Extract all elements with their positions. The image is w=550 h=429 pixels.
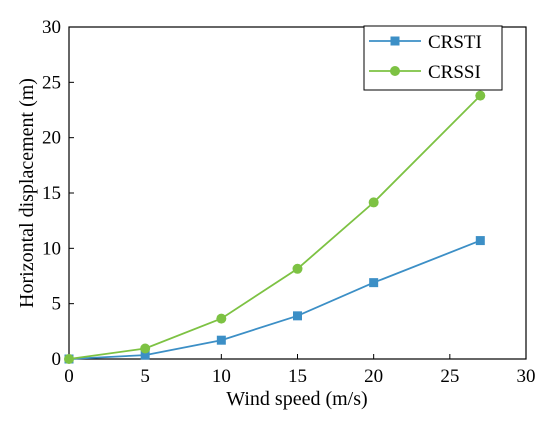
y-tick-label: 20 (42, 128, 61, 149)
y-axis-label: Horizontal displacement (m) (16, 78, 38, 308)
series-layer (64, 90, 486, 364)
y-tick-label: 15 (42, 183, 61, 204)
data-point-crssi (292, 263, 303, 274)
x-axis-ticks: 0 5 10 15 20 25 30 (64, 354, 536, 387)
y-axis-ticks: 0 5 10 15 20 25 30 (42, 17, 74, 370)
x-tick-label: 25 (440, 366, 459, 387)
data-point-crssi (216, 313, 227, 324)
x-tick-label: 20 (364, 366, 383, 387)
legend: CRSTI CRSSI (363, 25, 503, 91)
data-point-crssi (368, 197, 379, 208)
y-tick-label: 5 (52, 294, 62, 315)
y-tick-label: 25 (42, 72, 61, 93)
x-tick-label: 15 (288, 366, 307, 387)
series-line-crsti (68, 239, 481, 360)
legend-label-crsti: CRSTI (428, 32, 482, 53)
series-crssi (64, 90, 486, 364)
data-point-crssi (64, 354, 74, 364)
legend-label-crssi: CRSSI (428, 62, 481, 83)
x-tick-label: 5 (140, 366, 150, 387)
y-tick-label: 10 (42, 238, 61, 259)
series-line-crssi (68, 94, 481, 360)
data-point-crsti (140, 350, 150, 360)
x-tick-label: 30 (517, 366, 536, 387)
data-point-crsti (216, 335, 226, 345)
x-axis-label: Wind speed (m/s) (226, 388, 367, 410)
series-crsti (64, 236, 485, 364)
legend-marker-crsti (390, 36, 400, 46)
data-point-crsti (369, 278, 379, 288)
y-tick-label: 0 (52, 349, 62, 370)
x-tick-label: 10 (212, 366, 231, 387)
data-point-crssi (140, 343, 151, 354)
x-tick-label: 0 (64, 366, 74, 387)
data-point-crssi (475, 90, 486, 101)
legend-marker-crssi (390, 66, 400, 76)
y-tick-label: 30 (42, 17, 61, 38)
legend-box (363, 25, 503, 91)
data-point-crsti (475, 236, 485, 246)
data-point-crsti (293, 311, 302, 321)
